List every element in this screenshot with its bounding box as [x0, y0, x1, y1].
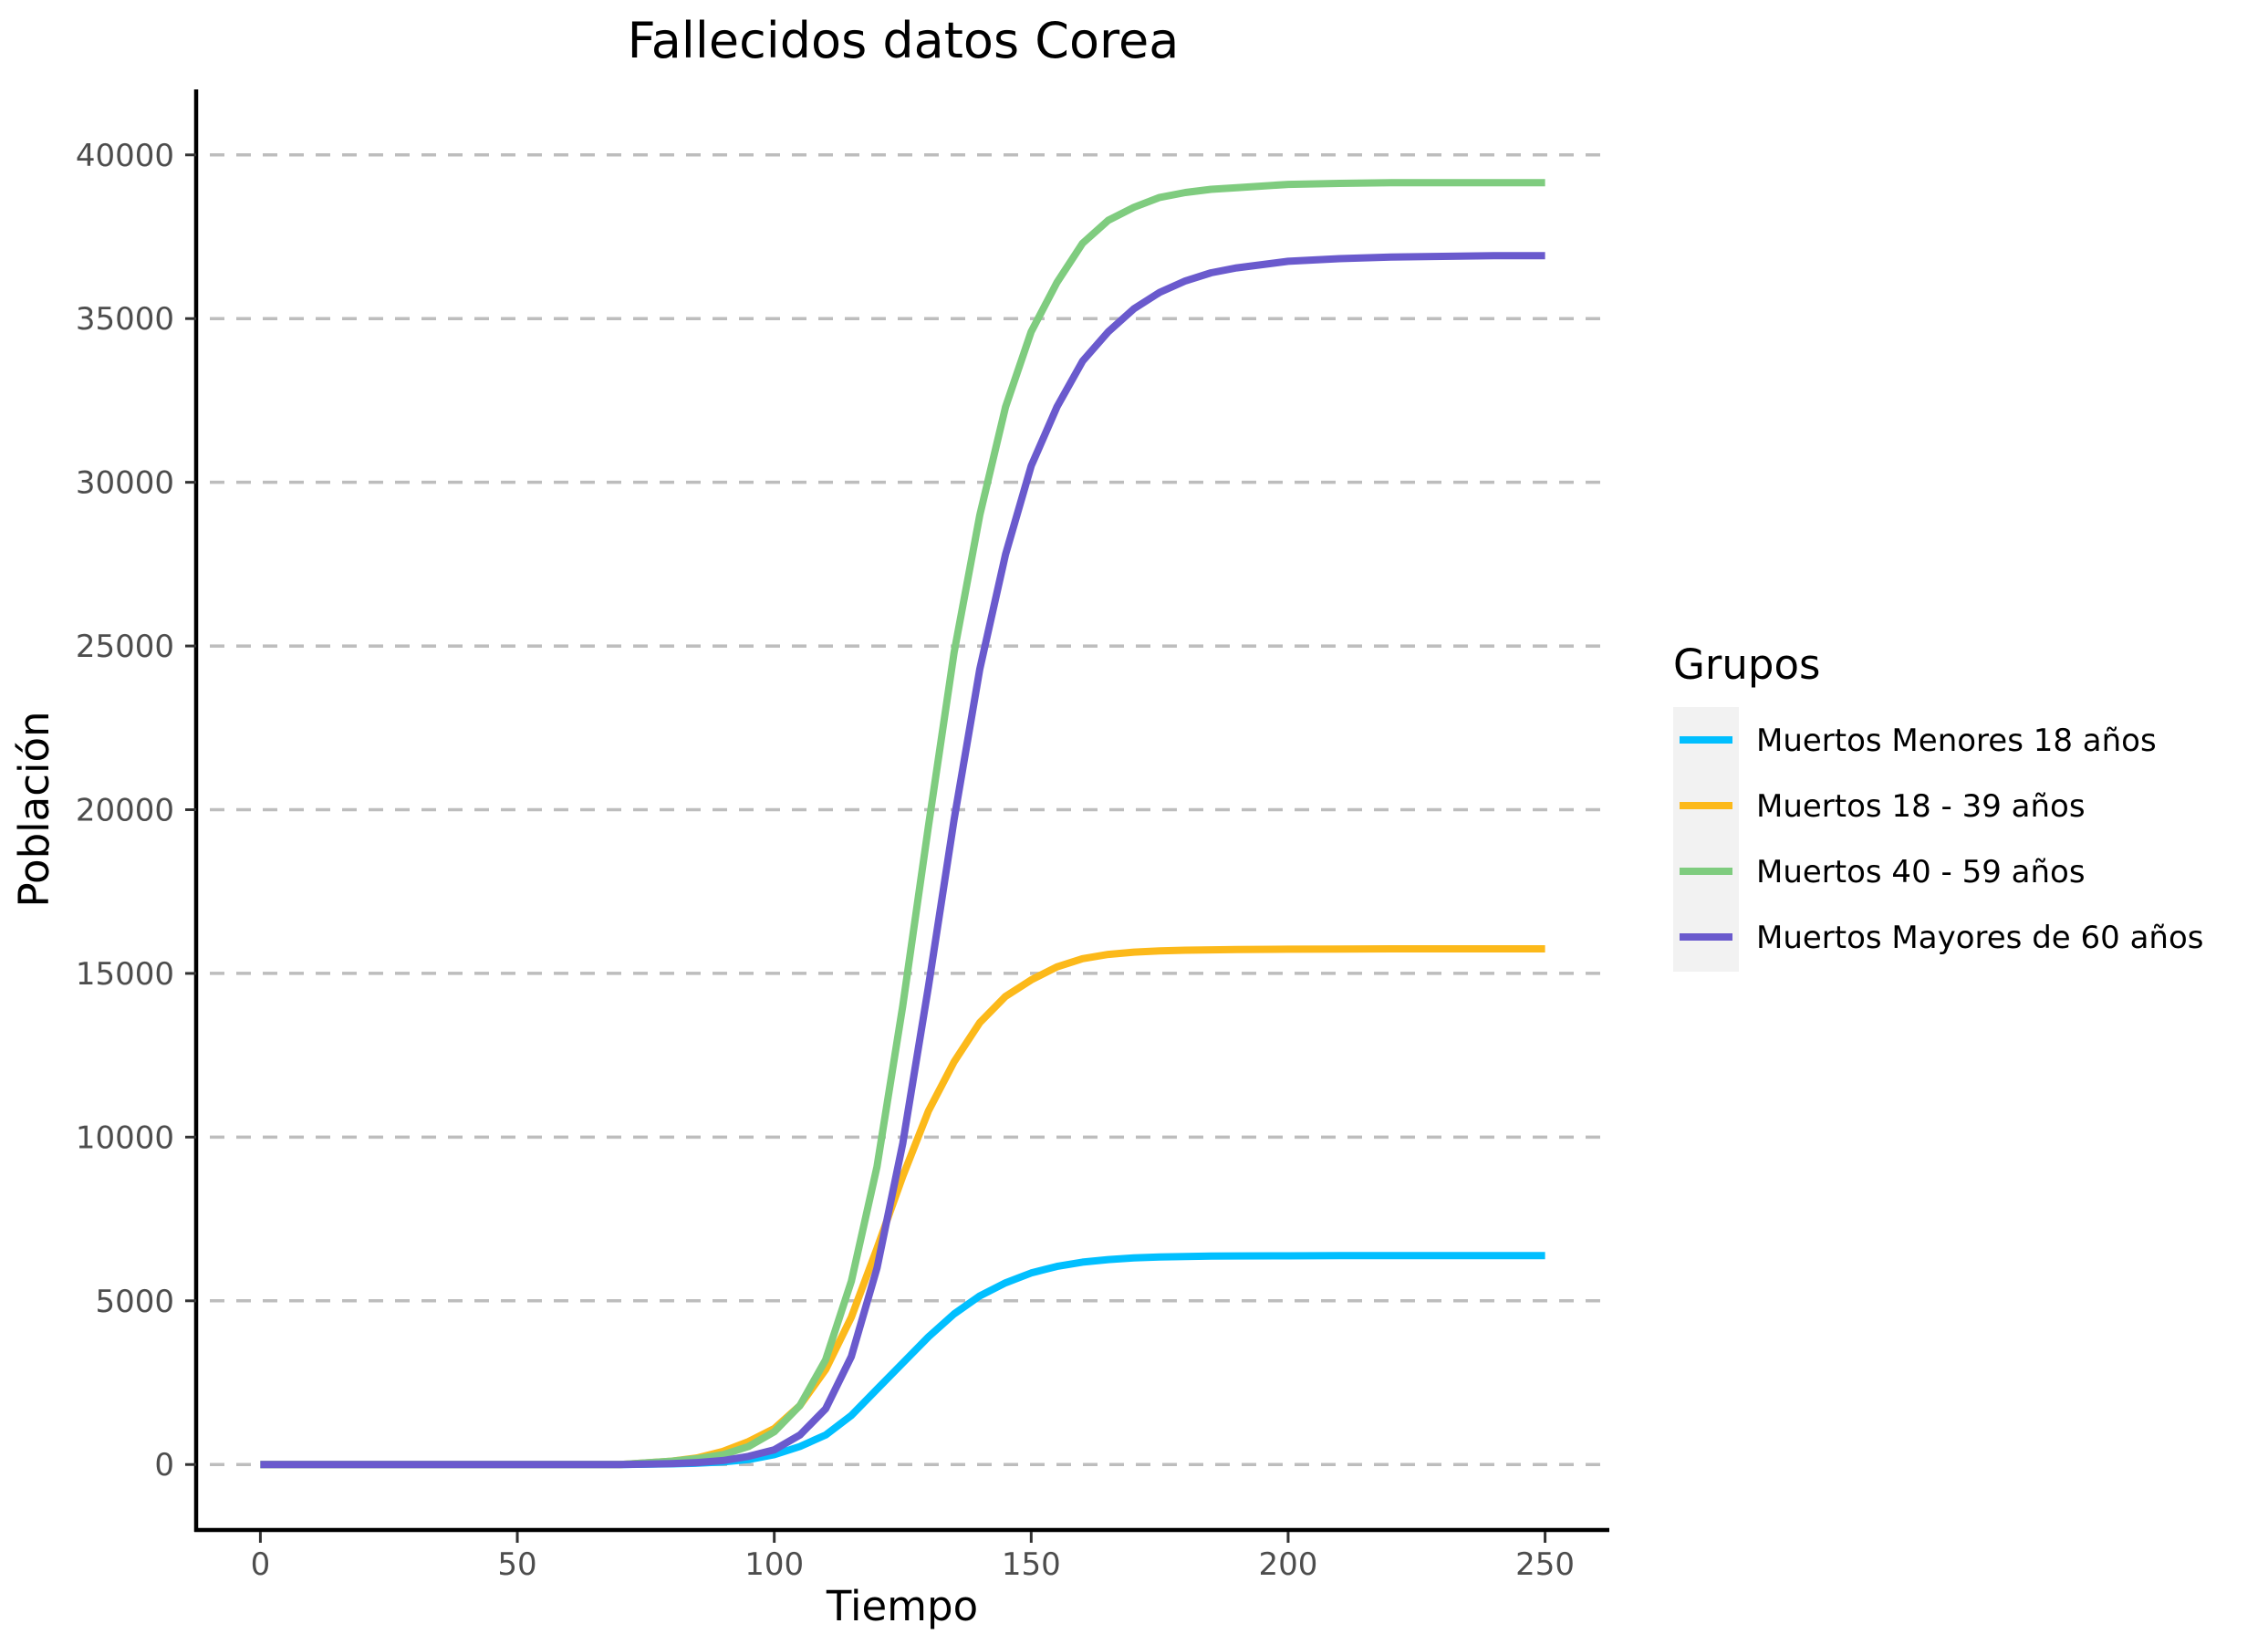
legend-label-2: Muertos 18 - 39 años: [1756, 788, 2086, 825]
series-line-4: [260, 252, 1545, 1469]
legend-label-3: Muertos 40 - 59 años: [1756, 854, 2086, 890]
y-tick-label-25000: 25000: [76, 629, 174, 665]
legend-label-4: Muertos Mayores de 60 años: [1756, 920, 2203, 956]
legend-items: Muertos Menores 18 años Muertos 18 - 39 a…: [1680, 723, 2203, 956]
x-tick-label-0: 0: [251, 1546, 271, 1583]
x-tick-label-50: 50: [497, 1546, 536, 1583]
x-tick-label-200: 200: [1259, 1546, 1318, 1583]
legend-title: Grupos: [1673, 640, 1820, 689]
y-tick-label-5000: 5000: [95, 1284, 174, 1320]
x-tick-label-150: 150: [1002, 1546, 1061, 1583]
chart-title: Fallecidos datos Corea: [628, 12, 1180, 69]
series-lines: [260, 179, 1545, 1469]
y-tick-label-0: 0: [154, 1447, 174, 1483]
legend-key-background: [1673, 707, 1739, 972]
x-axis-title: Tiempo: [826, 1582, 978, 1630]
x-tick-label-250: 250: [1515, 1546, 1575, 1583]
y-tick-label-35000: 35000: [76, 301, 174, 338]
y-tick-label-30000: 30000: [76, 465, 174, 502]
y-axis-title: Población: [10, 711, 58, 907]
x-axis-ticks: 0 50 100 150 200 250: [251, 1532, 1575, 1583]
y-axis-ticks: 0 5000 10000 15000 20000 25000 30000 35000 40000: [76, 138, 196, 1483]
y-tick-label-20000: 20000: [76, 793, 174, 829]
legend: Grupos Muertos Menores 18 años Muertos 18…: [1673, 640, 2203, 972]
y-tick-label-10000: 10000: [76, 1119, 174, 1156]
legend-label-1: Muertos Menores 18 años: [1756, 723, 2157, 759]
y-tick-label-15000: 15000: [76, 956, 174, 993]
x-tick-label-100: 100: [744, 1546, 804, 1583]
y-tick-label-40000: 40000: [76, 138, 174, 174]
